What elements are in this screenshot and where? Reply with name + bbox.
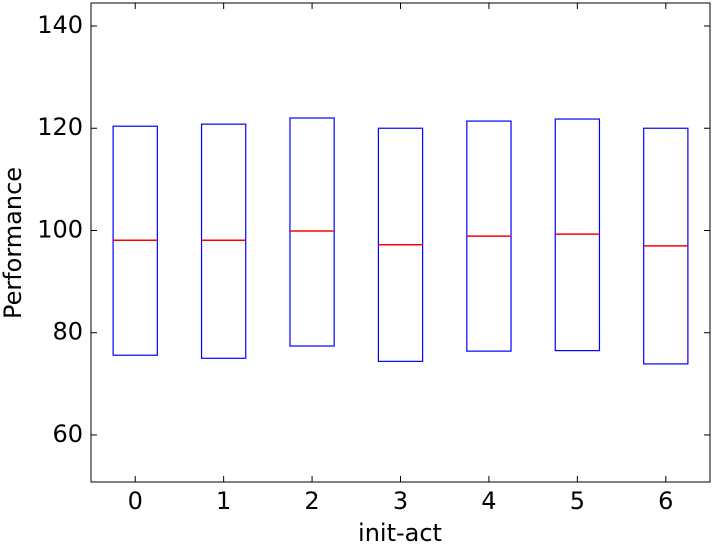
y-tick-label: 140 [37, 11, 83, 39]
y-tick-label: 60 [52, 420, 83, 448]
box [554, 118, 601, 352]
plot-frame [90, 2, 711, 483]
x-axis-label: init-act [358, 519, 442, 547]
x-tick-label: 6 [658, 487, 673, 515]
x-tick-label: 1 [216, 487, 231, 515]
x-tick-label: 5 [570, 487, 585, 515]
y-tick-label: 120 [37, 113, 83, 141]
y-tick-label: 80 [52, 318, 83, 346]
x-tick-label: 3 [393, 487, 408, 515]
x-tick-label: 0 [128, 487, 143, 515]
x-tick-label: 2 [304, 487, 319, 515]
box [200, 123, 247, 359]
y-axis-label: Performance [0, 167, 27, 319]
y-tick-label: 100 [37, 215, 83, 243]
box [289, 117, 335, 347]
x-tick-label: 4 [481, 487, 496, 515]
